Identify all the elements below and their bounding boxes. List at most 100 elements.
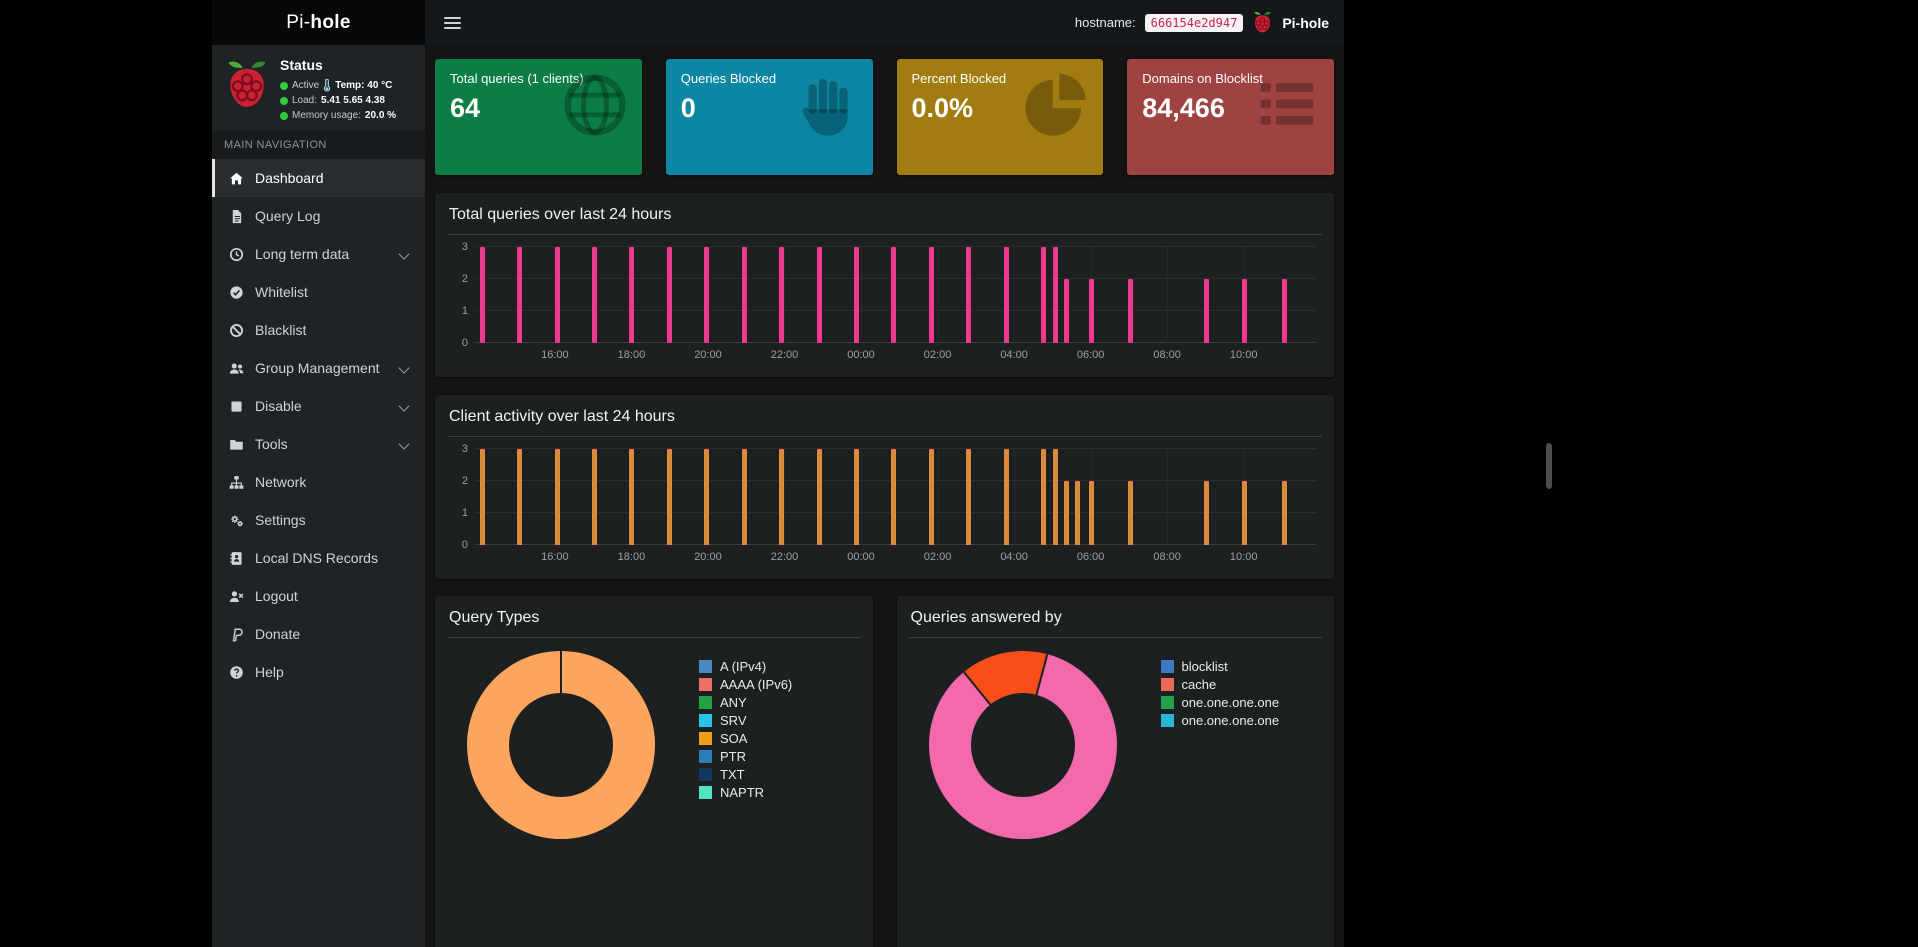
legend-item-one-one-one-one[interactable]: one.one.one.one (1160, 693, 1279, 711)
sidebar-item-blacklist[interactable]: Blacklist (212, 311, 425, 349)
panel-title-query-types: Query Types (447, 606, 861, 638)
legend-label: SRV (720, 712, 747, 728)
gridline (784, 247, 786, 343)
bar (1128, 279, 1134, 343)
status-dot-icon (280, 81, 288, 90)
card-title: Total queries (1 clients) (450, 71, 584, 86)
legend-swatch (699, 659, 712, 673)
bar (1203, 279, 1209, 343)
sidebar-item-label: Long term data (255, 246, 350, 262)
legend-label: one.one.one.one (1181, 712, 1280, 728)
bar (966, 449, 972, 545)
sidebar-item-label: Whitelist (255, 284, 308, 300)
sidebar-item-tools[interactable]: Tools (212, 425, 425, 463)
status-dot-icon (280, 111, 288, 120)
total-queries-chart[interactable]: 0 1 2 3 16:00 18:00 20:00 22:00 00:00 02:00 04:00 0… (447, 239, 1322, 367)
bar (629, 449, 635, 545)
bar (891, 449, 897, 545)
legend-item-blocklist[interactable]: blocklist (1160, 657, 1280, 675)
x-tick-label: 20:00 (694, 551, 722, 563)
chevron-down-icon (398, 362, 410, 374)
legend-swatch (699, 767, 712, 781)
panel-query-types: Query Types A (IPv4) AAAA (IPv6) ANY SRV SOA… (435, 596, 873, 947)
legend-label: blocklist (1181, 658, 1228, 674)
status-panel: Status Active Temp: 40 °C Load: 5.41 5.65 4… (212, 45, 425, 131)
scrollbar-thumb[interactable] (1546, 443, 1552, 489)
client-activity-chart[interactable]: 0 1 2 3 16:00 18:00 20:00 22:00 00:00 02:00 04:00 0… (447, 441, 1322, 569)
legend-swatch (699, 677, 712, 691)
bar (891, 247, 897, 343)
sidebar-item-query-log[interactable]: Query Log (212, 197, 425, 235)
gridline (1167, 247, 1169, 343)
donut-hole (509, 693, 613, 797)
raspberry-icon (1252, 10, 1273, 35)
legend-item-a-ipv4[interactable]: A (IPv4) (699, 657, 792, 675)
bar (1088, 481, 1094, 545)
sidebar-item-label: Donate (255, 626, 301, 642)
sidebar-item-donate[interactable]: Donate (212, 615, 425, 653)
file-icon (227, 209, 245, 224)
sidebar-item-group-management[interactable]: Group Management (212, 349, 425, 387)
legend-item-naptr[interactable]: NAPTR (699, 783, 792, 801)
legend-item-soa[interactable]: SOA (699, 729, 792, 747)
legend-item-srv[interactable]: SRV (699, 711, 792, 729)
bar (779, 247, 785, 343)
bar (1053, 247, 1059, 343)
gridline (937, 449, 939, 545)
legend-item-aaaa-ipv6[interactable]: AAAA (IPv6) (699, 675, 792, 693)
legend-item-ptr[interactable]: PTR (699, 747, 792, 765)
bottom-row: Query Types A (IPv4) AAAA (IPv6) ANY SRV SOA… (435, 596, 1334, 947)
sidebar: Status Active Temp: 40 °C Load: 5.41 5.65 4… (212, 45, 425, 947)
stat-card-percent-blocked[interactable]: Percent Blocked 0.0% (896, 59, 1104, 175)
brand-logo[interactable]: Pi-hole (212, 0, 425, 45)
sidebar-item-network[interactable]: Network (212, 463, 425, 501)
clock-icon (227, 247, 245, 262)
bar (1064, 481, 1070, 545)
legend-swatch (1160, 659, 1174, 673)
bar (853, 247, 859, 343)
sidebar-item-disable[interactable]: Disable (212, 387, 425, 425)
legend-label: A (IPv4) (720, 658, 767, 674)
legend-item-one-one-one-one[interactable]: one.one.one.one (1160, 711, 1280, 729)
gridline (861, 247, 863, 343)
sidebar-item-dashboard[interactable]: Dashboard (212, 159, 425, 197)
sidebar-toggle-button[interactable] (440, 8, 465, 38)
bar (966, 247, 972, 343)
stat-card-total-queries-1-clients[interactable]: Total queries (1 clients) 64 (435, 59, 642, 175)
bar (1003, 247, 1009, 343)
question-circle-icon (227, 665, 245, 680)
legend-item-cache[interactable]: cache (1160, 675, 1280, 693)
ban-icon (227, 323, 245, 338)
legend-label: ANY (720, 694, 747, 710)
legend-swatch (699, 731, 712, 745)
sidebar-item-whitelist[interactable]: Whitelist (212, 273, 425, 311)
sidebar-item-local-dns-records[interactable]: Local DNS Records (212, 539, 425, 577)
x-tick-label: 00:00 (847, 551, 875, 563)
sidebar-item-settings[interactable]: Settings (212, 501, 425, 539)
sidebar-item-label: Network (255, 474, 307, 490)
sidebar-item-help[interactable]: Help (212, 653, 425, 691)
stat-card-domains-on-blocklist[interactable]: Domains on Blocklist 84,466 (1127, 59, 1334, 175)
bar (1241, 481, 1247, 545)
chevron-down-icon (398, 438, 410, 450)
sidebar-item-logout[interactable]: Logout (212, 577, 425, 615)
bar (666, 449, 672, 545)
address-book-icon (227, 551, 245, 566)
query-types-donut[interactable] (467, 651, 655, 839)
card-value: 64 (450, 93, 481, 123)
bar (479, 247, 485, 343)
status-value: Temp: 40 °C (335, 80, 393, 91)
legend-label: SOA (720, 730, 748, 746)
x-tick-label: 16:00 (541, 551, 569, 563)
answered-by-donut[interactable] (928, 651, 1117, 839)
sidebar-item-label: Group Management (255, 360, 380, 376)
brand-text: Pi-hole (286, 11, 351, 33)
x-tick-label: 02:00 (923, 551, 952, 563)
sidebar-item-long-term-data[interactable]: Long term data (212, 235, 425, 273)
x-tick-label: 06:00 (1076, 349, 1105, 361)
y-tick-label: 2 (461, 475, 468, 487)
top-navbar: Pi-hole hostname: 666154e2d947 Pi-hole (212, 0, 1344, 45)
legend-item-txt[interactable]: TXT (699, 765, 792, 783)
stat-card-queries-blocked[interactable]: Queries Blocked 0 (665, 59, 873, 175)
legend-item-any[interactable]: ANY (699, 693, 792, 711)
